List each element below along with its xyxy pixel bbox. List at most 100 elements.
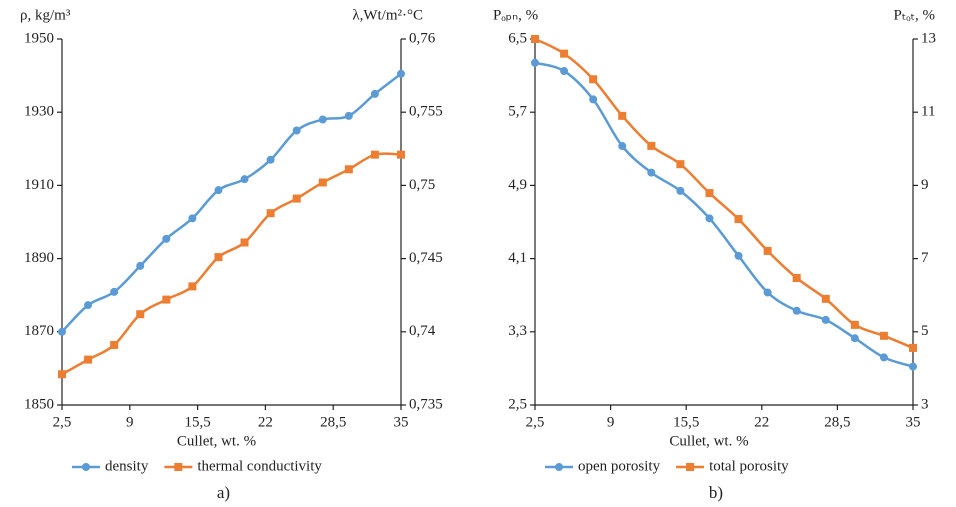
marker	[676, 160, 685, 169]
y2-tick-label: 7	[921, 250, 929, 266]
legend-label: density	[105, 458, 149, 474]
marker	[136, 261, 145, 270]
y-tick-label: 4,1	[508, 250, 527, 266]
x-axis-title: Cullet, wt. %	[669, 433, 748, 449]
caption: b)	[709, 483, 723, 502]
marker	[188, 214, 197, 223]
x-tick-label: 15,5	[184, 414, 210, 430]
x-tick-label: 2,5	[53, 414, 72, 430]
y-tick-label: 6,5	[508, 30, 527, 46]
marker	[318, 178, 327, 187]
marker	[58, 370, 66, 379]
marker	[397, 150, 405, 159]
marker	[344, 165, 353, 174]
x-tick-label: 22	[258, 414, 273, 430]
marker	[136, 310, 145, 319]
marker	[618, 142, 627, 151]
marker	[214, 253, 223, 262]
marker	[850, 334, 859, 343]
x-tick-label: 9	[607, 414, 615, 430]
marker	[589, 95, 598, 104]
y2-axis-title: λ,Wt/m²·°C	[352, 7, 423, 23]
marker	[560, 67, 569, 76]
marker	[84, 355, 93, 364]
y-tick-label: 3,3	[508, 323, 527, 339]
marker	[266, 209, 275, 218]
x-tick-label: 22	[754, 414, 769, 430]
y2-tick-label: 0,745	[409, 250, 443, 266]
marker	[344, 111, 353, 120]
marker	[705, 189, 714, 198]
marker	[292, 126, 301, 135]
marker	[240, 175, 249, 184]
marker	[909, 362, 917, 371]
x-tick-label: 2,5	[526, 414, 545, 430]
x-tick-label: 28,5	[320, 414, 346, 430]
y2-tick-label: 3	[921, 396, 929, 412]
marker	[370, 89, 379, 98]
y-tick-label: 1910	[24, 177, 54, 193]
legend-marker	[82, 463, 90, 471]
y2-tick-label: 0,755	[409, 104, 443, 120]
marker	[763, 246, 772, 255]
marker	[763, 288, 772, 297]
marker	[266, 155, 275, 164]
marker	[531, 35, 539, 43]
y2-tick-label: 5	[921, 323, 929, 339]
y2-tick-label: 9	[921, 177, 929, 193]
y2-tick-label: 0,735	[409, 396, 443, 412]
marker	[792, 306, 801, 315]
marker	[705, 214, 714, 223]
legend-marker	[555, 463, 563, 471]
marker	[879, 353, 888, 362]
y-tick-label: 1950	[24, 30, 54, 46]
marker	[589, 75, 598, 84]
x-axis-title: Cullet, wt. %	[177, 433, 256, 449]
marker	[909, 343, 917, 352]
marker	[58, 327, 66, 336]
x-tick-label: 28,5	[824, 414, 850, 430]
marker	[84, 301, 93, 310]
marker	[531, 58, 539, 67]
marker	[188, 282, 197, 291]
marker	[560, 49, 569, 58]
legend-marker	[174, 463, 183, 471]
marker	[821, 315, 830, 324]
y2-tick-label: 11	[921, 104, 935, 120]
marker	[397, 69, 405, 78]
marker	[879, 331, 888, 340]
y-tick-label: 4,9	[508, 177, 527, 193]
x-tick-label: 35	[394, 414, 409, 430]
y-axis-title: Pₒₚₙ, %	[493, 7, 538, 23]
marker	[850, 320, 859, 329]
x-tick-label: 15,5	[673, 414, 699, 430]
y2-axis-title: Pₜₒₜ, %	[893, 7, 935, 23]
marker	[370, 150, 379, 159]
marker	[618, 111, 627, 120]
marker	[734, 215, 743, 224]
legend-marker	[686, 463, 695, 471]
y-tick-label: 1930	[24, 104, 54, 120]
marker	[240, 238, 249, 247]
marker	[792, 273, 801, 282]
marker	[162, 295, 171, 304]
marker	[292, 194, 301, 203]
y2-tick-label: 0,75	[409, 177, 435, 193]
marker	[110, 340, 119, 349]
legend-label: open porosity	[578, 458, 661, 474]
legend-label: total porosity	[709, 458, 789, 474]
y-tick-label: 1870	[24, 323, 54, 339]
marker	[214, 186, 223, 195]
caption: a)	[217, 483, 230, 502]
y-axis-title: ρ, kg/m³	[20, 7, 71, 23]
marker	[647, 168, 656, 177]
y-tick-label: 5,7	[508, 104, 527, 120]
y-tick-label: 2,5	[508, 396, 527, 412]
y2-tick-label: 0,74	[409, 323, 436, 339]
marker	[318, 115, 327, 124]
legend-label: thermal conductivity	[197, 458, 322, 474]
marker	[110, 287, 119, 296]
y2-tick-label: 0,76	[409, 30, 436, 46]
series-line	[534, 37, 914, 350]
